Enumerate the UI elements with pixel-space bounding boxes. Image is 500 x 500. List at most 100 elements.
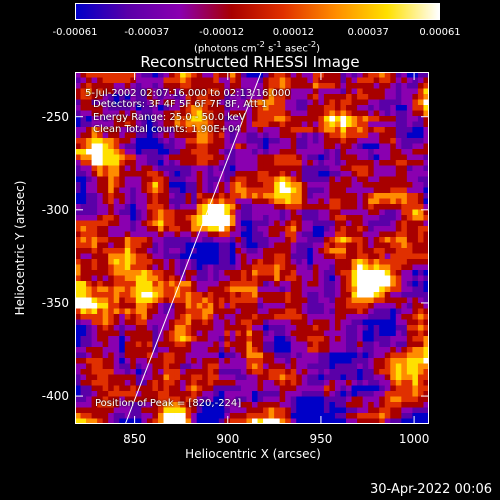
heatmap-cell <box>379 286 386 293</box>
heatmap-cell <box>401 352 408 359</box>
heatmap-cell <box>401 72 408 78</box>
heatmap-cell <box>196 154 203 161</box>
heatmap-cell <box>75 275 81 282</box>
heatmap-cell <box>274 369 281 375</box>
heatmap-cell <box>390 281 397 287</box>
heatmap-cell <box>334 270 341 276</box>
heatmap-cell <box>285 391 292 397</box>
heatmap-cell <box>185 248 192 254</box>
heatmap-cell <box>108 231 115 238</box>
heatmap-cell <box>373 231 380 238</box>
heatmap-cell <box>174 363 181 370</box>
heatmap-cell <box>417 176 424 183</box>
heatmap-cell <box>279 259 286 265</box>
heatmap-cell <box>163 286 170 293</box>
heatmap-cell <box>235 358 242 364</box>
heatmap-cell <box>213 297 220 304</box>
heatmap-cell <box>285 121 292 128</box>
heatmap-cell <box>80 138 87 144</box>
heatmap-cell <box>130 138 137 144</box>
heatmap-cell <box>373 259 380 265</box>
heatmap-cell <box>263 204 269 210</box>
heatmap-cell <box>185 374 192 381</box>
heatmap-cell <box>346 215 352 221</box>
heatmap-cell <box>141 391 148 397</box>
heatmap-cell <box>384 176 391 183</box>
heatmap-cell <box>157 286 164 293</box>
heatmap-cell <box>202 88 209 95</box>
heatmap-cell <box>263 418 269 424</box>
heatmap-cell <box>130 77 137 84</box>
heatmap-cell <box>169 143 175 150</box>
heatmap-cell <box>401 182 408 188</box>
heatmap-cell <box>213 143 220 150</box>
heatmap-cell <box>329 413 336 419</box>
heatmap-cell <box>362 242 369 249</box>
heatmap-cell <box>346 314 352 320</box>
heatmap-cell <box>351 292 358 298</box>
heatmap-cell <box>191 154 198 161</box>
heatmap-cell <box>412 363 419 370</box>
heatmap-cell <box>279 413 286 419</box>
heatmap-cell <box>119 259 126 265</box>
heatmap-cell <box>351 77 358 84</box>
heatmap-cell <box>357 231 364 238</box>
heatmap-cell <box>412 358 419 364</box>
heatmap-cell <box>157 347 164 353</box>
heatmap-cell <box>240 341 247 348</box>
heatmap-cell <box>384 391 391 397</box>
heatmap-cell <box>91 94 98 100</box>
heatmap-cell <box>174 270 181 276</box>
heatmap-cell <box>196 88 203 95</box>
heatmap-cell <box>423 237 429 243</box>
heatmap-cell <box>318 275 325 282</box>
heatmap-cell <box>296 127 303 133</box>
heatmap-cell <box>268 215 275 221</box>
heatmap-cell <box>218 94 225 100</box>
heatmap-cell <box>152 149 159 155</box>
heatmap-cell <box>157 407 164 414</box>
heatmap-cell <box>146 99 153 106</box>
heatmap-cell <box>169 407 175 414</box>
heatmap-cell <box>296 237 303 243</box>
heatmap-cell <box>312 171 319 177</box>
heatmap-cell <box>368 369 375 375</box>
heatmap-cell <box>91 363 98 370</box>
heatmap-cell <box>301 325 308 331</box>
heatmap-cell <box>218 132 225 139</box>
heatmap-cell <box>257 215 264 221</box>
heatmap-cell <box>124 231 131 238</box>
heatmap-cell <box>246 94 253 100</box>
heatmap-cell <box>169 385 175 392</box>
heatmap-cell <box>312 226 319 232</box>
heatmap-cell <box>301 402 308 408</box>
heatmap-cell <box>252 77 258 84</box>
heatmap-cell <box>285 281 292 287</box>
heatmap-cell <box>417 325 424 331</box>
heatmap-cell <box>141 187 148 194</box>
heatmap-cell <box>163 341 170 348</box>
heatmap-cell <box>229 259 236 265</box>
heatmap-cell <box>152 105 159 111</box>
heatmap-cell <box>135 143 142 150</box>
heatmap-cell <box>240 116 247 122</box>
heatmap-cell <box>213 116 220 122</box>
heatmap-cell <box>346 413 352 419</box>
heatmap-cell <box>285 297 292 304</box>
heatmap-cell <box>113 281 120 287</box>
heatmap-cell <box>240 292 247 298</box>
heatmap-cell <box>412 231 419 238</box>
heatmap-cell <box>169 72 175 78</box>
heatmap-cell <box>213 154 220 161</box>
heatmap-cell <box>301 374 308 381</box>
heatmap-cell <box>174 413 181 419</box>
heatmap-cell <box>191 281 198 287</box>
heatmap-cell <box>346 418 352 424</box>
heatmap-cell <box>130 72 137 78</box>
heatmap-cell <box>224 226 231 232</box>
heatmap-cell <box>246 347 253 353</box>
heatmap-cell <box>334 116 341 122</box>
heatmap-cell <box>406 171 413 177</box>
heatmap-cell <box>146 347 153 353</box>
heatmap-cell <box>185 358 192 364</box>
